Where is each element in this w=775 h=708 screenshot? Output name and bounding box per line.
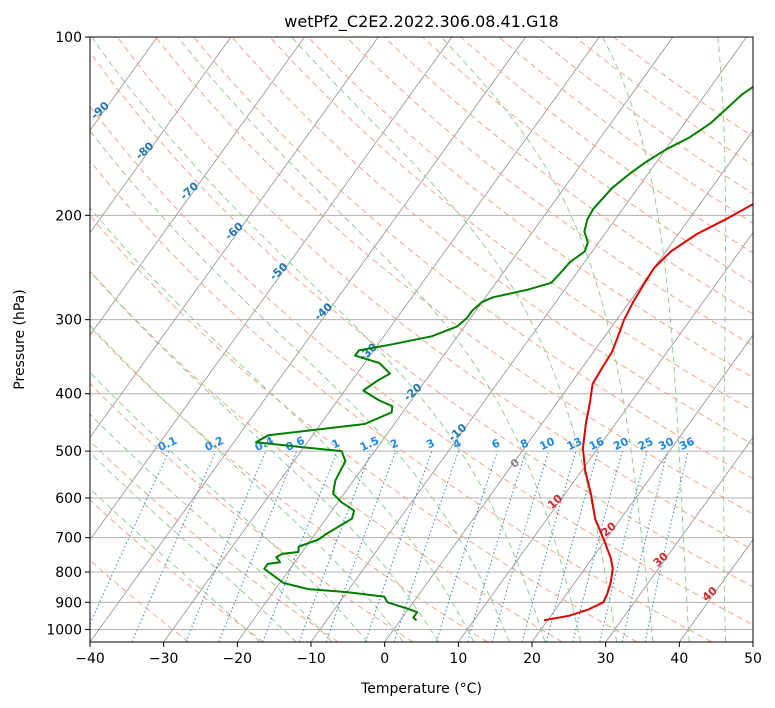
mixing-ratio-label: 36 [677,435,697,453]
mixing-ratio-label: 30 [656,435,676,453]
x-axis-label: Temperature (°C) [360,681,482,697]
mixing-ratio-line [466,450,527,642]
dry-adiabat [90,160,712,642]
x-tick-label: −30 [149,651,179,667]
moist-adiabat [90,129,510,642]
mixing-ratio-line [491,450,550,642]
y-tick-label: 200 [55,208,82,224]
mixing-ratio-line [325,450,397,642]
mixing-ratio-label: 25 [636,435,655,453]
y-tick-label: 900 [55,595,82,611]
mixing-ratio-label: 20 [611,435,631,453]
dry-adiabat [90,270,563,642]
dry-adiabat-lines [90,37,753,642]
y-tick-label: 800 [55,565,82,581]
moist-adiabat [90,207,475,642]
moist-adiabat [440,37,654,642]
mixing-ratio-line [521,450,577,642]
isotherm-line [236,37,674,642]
plot-frame [89,36,754,643]
isotherm-line [678,538,753,642]
dry-adiabat [90,499,264,642]
x-tick-label: 20 [523,651,541,667]
dry-adiabat [155,37,753,515]
mixing-ratio-line [621,450,669,642]
mixing-ratio-label: 16 [587,435,607,453]
moist-adiabat [91,37,546,642]
dry-adiabat [116,37,753,551]
dry-adiabat [90,51,753,588]
mixing-ratio-line [393,450,460,642]
dry-adiabat [90,214,638,642]
x-tick-label: −40 [75,651,105,667]
dry-adiabat [384,37,753,315]
mixing-ratio-line [218,450,298,642]
x-tick-label: 50 [744,651,762,667]
x-axis: −40 −30 −20 −10 0 10 20 30 40 50 [75,642,762,667]
y-axis: 100 200 300 400 500 600 700 800 900 1000 [46,30,90,638]
x-tick-label: 10 [449,651,467,667]
isotherm-line [384,129,753,642]
moist-adiabat [177,37,582,642]
isotherm-line [90,37,526,642]
moist-adiabat [90,487,261,642]
y-tick-label: 300 [55,313,82,329]
dry-adiabat [90,105,753,626]
dry-adiabat [269,37,753,412]
x-tick-label: 0 [380,651,389,667]
isotherm-line [90,37,232,234]
isotherm-line [90,37,305,336]
dry-adiabat [231,37,753,445]
x-tick-label: −10 [296,651,326,667]
dry-adiabat [90,382,414,642]
y-tick-label: 700 [55,531,82,547]
x-tick-label: −20 [223,651,253,667]
moist-adiabat [717,37,727,642]
isotherm-line [605,436,753,642]
y-tick-label: 500 [55,444,82,460]
x-tick-label: 40 [670,651,688,667]
dry-adiabat [422,37,753,284]
mixing-ratio-line [644,450,689,642]
profile-series [255,85,753,622]
mixing-ratio-line [599,450,648,642]
pressure-gridlines [90,37,753,630]
isotherm-line [457,231,753,642]
isotherm-line [90,37,453,541]
moist-adiabat [90,371,368,642]
dry-adiabat [193,37,753,480]
mixing-ratio-line [572,450,623,642]
mixing-ratio-line [131,450,217,642]
mixing-ratio-label: 13 [565,435,584,453]
moist-adiabat [90,324,404,642]
mixing-ratio-line [185,450,267,642]
moist-adiabat-lines [90,37,727,642]
mixing-ratio-line [262,450,338,642]
dry-adiabat [90,326,488,642]
isotherm-line [163,37,600,642]
y-tick-label: 400 [55,387,82,403]
mixing-ratio-line [364,450,433,642]
mixing-ratio-line [298,450,372,642]
y-tick-label: 100 [55,30,82,46]
chart-title: wetPf2_C2E2.2022.306.08.41.G18 [284,12,558,32]
moist-adiabat [291,37,618,642]
mixing-ratio-line [435,450,498,642]
y-tick-label: 1000 [46,622,82,638]
moist-adiabat [602,37,690,642]
moist-adiabat [90,451,297,642]
y-tick-label: 600 [55,491,82,507]
moist-adiabat [90,270,439,642]
mixing-ratio-lines [90,450,689,642]
dewpoint-profile-line [255,85,753,622]
y-axis-label: Pressure (hPa) [12,289,28,389]
temperature-profile-line [543,202,753,622]
mixing-ratio-label: 10 [538,435,558,453]
x-tick-label: 30 [597,651,615,667]
isotherm-line [90,37,379,439]
